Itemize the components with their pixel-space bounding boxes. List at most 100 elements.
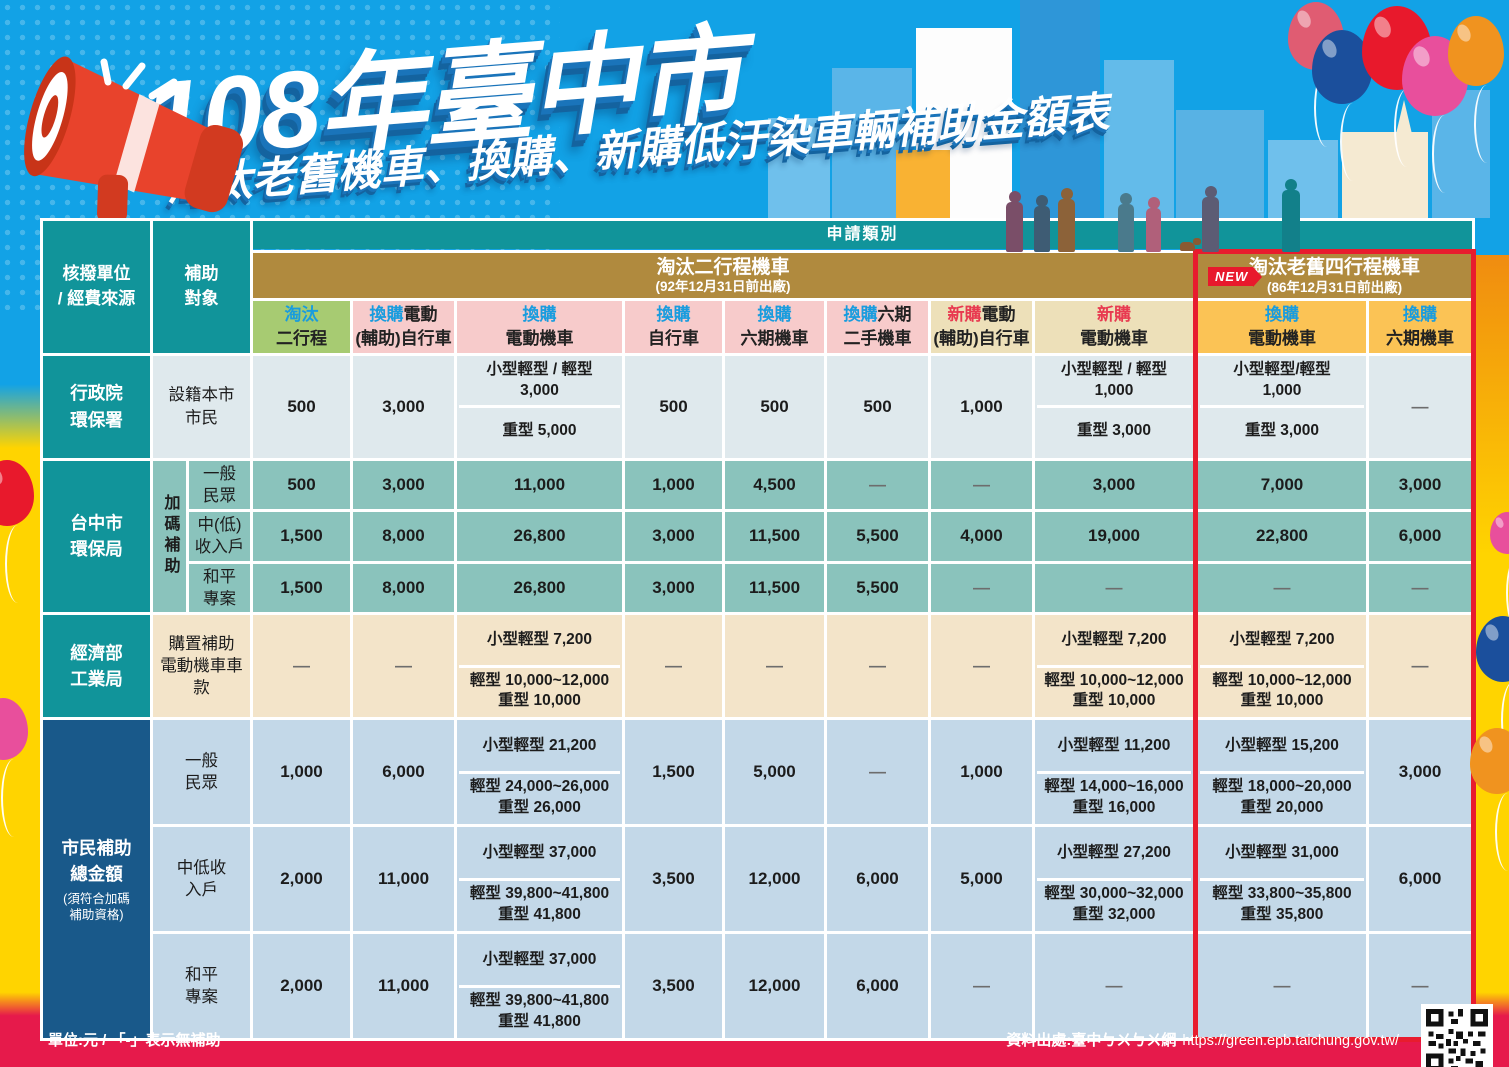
new-badge: NEW xyxy=(1208,267,1263,287)
table-cell-split: 小型輕型 7,200 輕型 10,000~12,000 重型 10,000 xyxy=(1032,612,1197,721)
table-cell: 6,000 xyxy=(824,824,931,935)
balloon-blue-right xyxy=(1476,616,1509,760)
col-swap-ebike: 換購電動 (輔助)自行車 xyxy=(350,298,457,356)
building xyxy=(1268,140,1338,218)
table-cell-split: 小型輕型 31,000 輕型 33,800~35,800 重型 35,800 xyxy=(1193,824,1369,935)
target-heping-project: 和平 專案 xyxy=(186,560,253,616)
table-cell: — xyxy=(1193,931,1369,1043)
table-cell: 5,500 xyxy=(824,509,931,564)
person-figure xyxy=(1058,199,1075,252)
table-cell: 3,000 xyxy=(350,352,457,461)
person-figure xyxy=(1006,202,1023,252)
table-cell: 3,000 xyxy=(1032,457,1197,513)
table-cell: 1,500 xyxy=(622,717,725,828)
table-cell: 6,000 xyxy=(350,717,457,828)
table-cell: — xyxy=(722,612,827,721)
balloon-orange xyxy=(1448,16,1504,164)
agency-taichung-epb: 台中市 環保局 xyxy=(40,457,153,616)
banner-application-category: 申請類別 xyxy=(249,218,1476,253)
table-cell: 1,500 xyxy=(250,509,353,564)
target-city-residents: 設籍本市 市民 xyxy=(150,352,253,461)
table-cell-split: 小型輕型 11,200 輕型 14,000~16,000 重型 16,000 xyxy=(1032,717,1197,828)
table-cell: 500 xyxy=(622,352,725,461)
table-cell: 1,000 xyxy=(622,457,725,513)
table-cell: 500 xyxy=(722,352,827,461)
table-cell: 3,000 xyxy=(350,457,457,513)
target-heping-project: 和平 專案 xyxy=(150,931,253,1042)
table-cell: — xyxy=(824,612,931,721)
table-cell: — xyxy=(824,457,931,513)
table-cell: — xyxy=(928,560,1035,616)
agency-moea: 經濟部 工業局 xyxy=(40,612,153,721)
table-cell: 5,000 xyxy=(928,824,1035,935)
table-cell: 12,000 xyxy=(722,931,827,1042)
table-cell: 11,000 xyxy=(350,824,457,935)
person-figure xyxy=(1146,208,1161,252)
col-new-ebike: 新購電動 (輔助)自行車 xyxy=(928,298,1035,356)
unit-note: 單位:元 / 「-」表示無補助 xyxy=(48,1032,221,1049)
col-swap-escooter: 換購 電動機車 xyxy=(454,298,625,356)
table-cell: 5,000 xyxy=(722,717,827,828)
table-cell: 22,800 xyxy=(1193,509,1369,564)
table-cell: 1,000 xyxy=(928,717,1035,828)
table-cell: 3,500 xyxy=(622,931,725,1042)
target-general-public: 一般 民眾 xyxy=(186,457,253,513)
table-cell: — xyxy=(1032,931,1197,1042)
col-swap-bicycle: 換購 自行車 xyxy=(622,298,725,356)
table-cell: — xyxy=(928,612,1035,721)
table-cell-split: 小型輕型 15,200 輕型 18,000~20,000 重型 20,000 xyxy=(1193,717,1369,828)
table-cell: — xyxy=(1365,612,1477,721)
table-cell: — xyxy=(1365,352,1477,461)
table-cell-split: 小型輕型 7,200 輕型 10,000~12,000 重型 10,000 xyxy=(1193,612,1369,721)
table-cell: 11,500 xyxy=(722,509,827,564)
building xyxy=(1176,110,1264,218)
table-cell: 500 xyxy=(824,352,931,461)
table-cell-split: 小型輕型 21,200 輕型 24,000~26,000 重型 26,000 xyxy=(454,717,625,828)
sparkle-lines xyxy=(100,58,178,100)
table-cell: — xyxy=(824,717,931,828)
table-cell-split: 小型輕型 7,200 輕型 10,000~12,000 重型 10,000 xyxy=(454,612,625,721)
person-figure xyxy=(1282,190,1300,252)
corner-target: 補助 對象 xyxy=(150,218,253,356)
balloon-red-left xyxy=(0,460,34,604)
table-cell-split: 小型輕型/輕型 1,000 重型 3,000 xyxy=(1193,352,1369,461)
table-cell: 3,500 xyxy=(622,824,725,935)
table-cell: — xyxy=(622,612,725,721)
table-cell: 3,000 xyxy=(1365,457,1477,513)
agency-epa: 行政院 環保署 xyxy=(40,352,153,461)
person-figure xyxy=(1034,206,1050,252)
building xyxy=(768,118,830,218)
group-two-stroke-header: 淘汰二行程機車 (92年12月31日前出廠) xyxy=(250,250,1197,301)
bonus-vertical-label: 加碼補助 xyxy=(150,457,189,616)
table-cell: 11,500 xyxy=(722,560,827,616)
balloon-magenta-left xyxy=(0,698,28,838)
target-purchase-subsidy-models: 購置補助 電動機車車款 xyxy=(150,612,253,721)
data-source-label: 資料出處:臺中ㄅㄨㄅㄨ網 xyxy=(1006,1032,1177,1049)
col-new-escooter: 新購 電動機車 xyxy=(1032,298,1197,356)
data-source-url: https://green.epb.taichung.gov.tw/ xyxy=(1182,1033,1399,1049)
table-cell: 3,000 xyxy=(622,509,725,564)
table-cell: 11,000 xyxy=(454,457,625,513)
person-figure xyxy=(1202,197,1219,252)
table-cell: 8,000 xyxy=(350,509,457,564)
group-four-stroke-header: NEW 淘汰老舊四行程機車 (86年12月31日前出廠) xyxy=(1192,249,1477,301)
table-cell-split: 小型輕型 37,000 輕型 39,800~41,800 重型 41,800 xyxy=(454,931,625,1042)
balloon-magenta-right xyxy=(1490,512,1509,632)
table-cell: 3,000 xyxy=(622,560,725,616)
table-cell: 7,000 xyxy=(1193,457,1369,513)
table-cell: 12,000 xyxy=(722,824,827,935)
building xyxy=(896,150,950,218)
table-cell: — xyxy=(928,931,1035,1042)
table-cell: — xyxy=(1032,560,1197,616)
col-scrap-two-stroke: 淘汰 二行程 xyxy=(250,298,353,356)
table-cell: 2,000 xyxy=(250,824,353,935)
table-cell: 2,000 xyxy=(250,931,353,1042)
table-cell: 26,800 xyxy=(454,560,625,616)
corner-unit-source: 核撥單位 / 經費來源 xyxy=(40,218,153,356)
table-cell-split: 小型輕型 27,200 輕型 30,000~32,000 重型 32,000 xyxy=(1032,824,1197,935)
col-new-swap-escooter: 換購 電動機車 xyxy=(1193,298,1369,356)
table-cell: 11,000 xyxy=(350,931,457,1042)
data-source: 資料出處:臺中ㄅㄨㄅㄨ網 https://green.epb.taichung.g… xyxy=(1006,1029,1399,1050)
table-cell: 6,000 xyxy=(1365,509,1477,564)
dog-figure xyxy=(1180,238,1201,251)
